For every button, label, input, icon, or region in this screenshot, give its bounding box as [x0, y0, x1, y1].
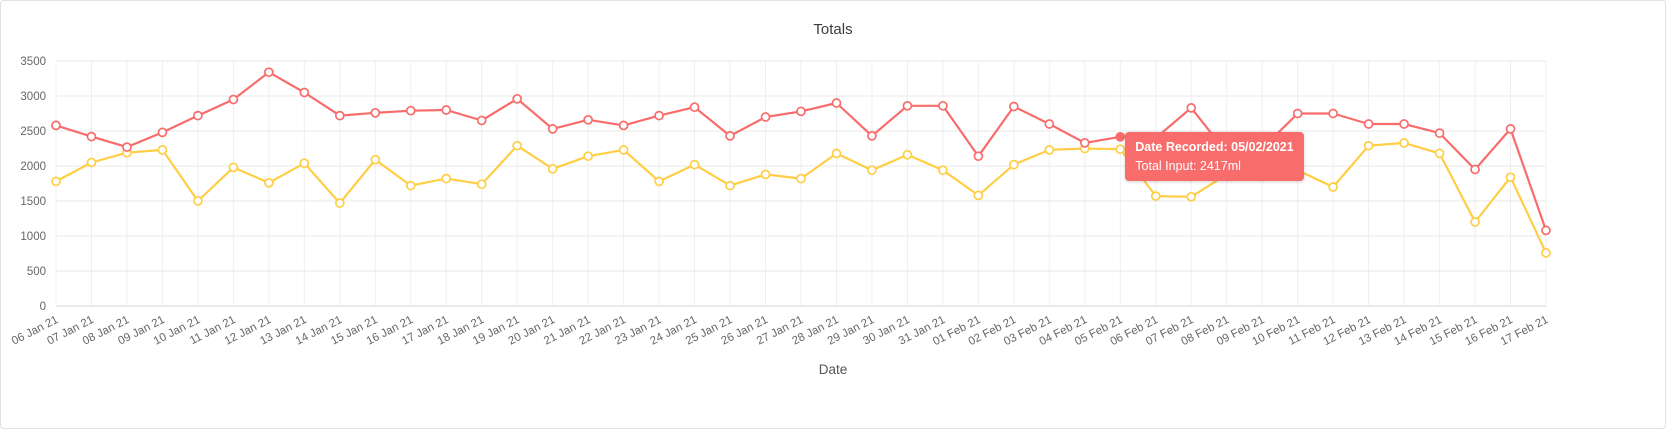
data-point[interactable]: [51, 120, 61, 131]
data-point[interactable]: [441, 105, 452, 115]
data-point[interactable]: [193, 110, 203, 121]
data-point[interactable]: [1328, 182, 1338, 192]
data-point[interactable]: [405, 180, 416, 191]
data-point[interactable]: [725, 131, 735, 141]
data-point[interactable]: [1044, 145, 1055, 155]
y-tick-label: 2000: [20, 161, 46, 173]
data-point[interactable]: [583, 151, 593, 162]
data-point[interactable]: [902, 149, 913, 160]
data-point[interactable]: [583, 114, 593, 125]
data-point[interactable]: [1186, 191, 1197, 202]
y-gridlines-and-labels: 0 500 1000 1500 2000 2500 3000 3500: [20, 56, 1546, 313]
data-point[interactable]: [547, 163, 558, 174]
data-point[interactable]: [1434, 128, 1445, 138]
y-tick-label: 1000: [20, 231, 46, 243]
data-point[interactable]: [122, 142, 132, 152]
data-point[interactable]: [1079, 138, 1090, 148]
data-point[interactable]: [654, 110, 664, 121]
data-point[interactable]: [228, 94, 239, 105]
x-axis-title: Date: [818, 362, 848, 377]
data-point[interactable]: [334, 110, 345, 121]
data-point[interactable]: [476, 179, 487, 190]
data-point[interactable]: [193, 196, 203, 206]
data-point[interactable]: [157, 145, 168, 155]
data-point[interactable]: [1292, 108, 1303, 119]
data-point[interactable]: [299, 158, 310, 169]
data-point[interactable]: [689, 159, 700, 170]
data-point[interactable]: [654, 176, 664, 187]
chart-title: Totals: [813, 21, 853, 38]
data-point[interactable]: [938, 165, 948, 176]
data-point[interactable]: [867, 165, 877, 176]
data-point[interactable]: [370, 107, 381, 118]
data-point[interactable]: [370, 154, 381, 165]
y-tick-label: 3000: [20, 91, 46, 103]
data-point[interactable]: [831, 148, 842, 159]
data-point[interactable]: [86, 131, 97, 142]
data-point[interactable]: [264, 67, 274, 78]
data-point[interactable]: [264, 177, 274, 188]
data-point[interactable]: [512, 93, 523, 104]
data-point[interactable]: [1541, 225, 1551, 236]
data-point[interactable]: [1328, 108, 1338, 119]
data-point[interactable]: [547, 124, 558, 134]
data-point[interactable]: [1434, 148, 1445, 159]
data-point[interactable]: [1363, 119, 1374, 129]
data-point[interactable]: [796, 173, 806, 184]
data-point[interactable]: [1541, 247, 1551, 258]
data-point[interactable]: [902, 100, 913, 111]
y-tick-label: 1500: [20, 196, 46, 208]
data-point[interactable]: [796, 106, 806, 117]
data-point[interactable]: [476, 115, 487, 126]
data-point[interactable]: [1009, 159, 1019, 170]
y-tick-label: 3500: [20, 56, 46, 68]
data-point[interactable]: [1009, 101, 1019, 112]
data-point[interactable]: [618, 120, 629, 131]
data-point[interactable]: [1399, 119, 1409, 129]
data-point[interactable]: [760, 169, 771, 180]
data-point[interactable]: [938, 100, 948, 111]
data-point[interactable]: [441, 173, 452, 184]
tooltip-date-line: Date Recorded: 05/02/2021: [1135, 139, 1294, 154]
data-point[interactable]: [760, 112, 771, 122]
y-tick-label: 2500: [20, 126, 46, 138]
data-point[interactable]: [334, 198, 345, 208]
data-point[interactable]: [228, 162, 239, 173]
data-point[interactable]: [1363, 140, 1374, 151]
data-point[interactable]: [973, 151, 984, 162]
tooltip-value-line: Total Input: 2417ml: [1135, 158, 1241, 173]
data-point[interactable]: [1115, 144, 1126, 155]
data-point[interactable]: [1470, 164, 1480, 175]
data-point[interactable]: [1399, 138, 1409, 148]
data-point[interactable]: [618, 145, 629, 155]
data-point[interactable]: [299, 87, 310, 98]
data-point[interactable]: [1186, 103, 1197, 113]
data-point[interactable]: [867, 131, 877, 141]
data-point[interactable]: [1505, 124, 1516, 134]
chart-tooltip: Date Recorded: 05/02/2021 Total Input: 2…: [1125, 131, 1304, 182]
data-point[interactable]: [1470, 217, 1480, 227]
data-point[interactable]: [1150, 191, 1161, 201]
data-point[interactable]: [51, 176, 61, 187]
data-point[interactable]: [725, 180, 735, 191]
data-point[interactable]: [86, 157, 97, 168]
y-tick-label: 500: [27, 266, 46, 278]
data-point[interactable]: [973, 190, 984, 201]
active-point[interactable]: [1115, 132, 1125, 142]
y-tick-label: 0: [40, 301, 46, 313]
data-point[interactable]: [157, 127, 168, 138]
data-point[interactable]: [405, 105, 416, 116]
data-point[interactable]: [689, 102, 700, 113]
data-point[interactable]: [831, 98, 842, 108]
data-point[interactable]: [1044, 119, 1055, 129]
data-point[interactable]: [1505, 172, 1516, 183]
data-point[interactable]: [512, 140, 523, 151]
